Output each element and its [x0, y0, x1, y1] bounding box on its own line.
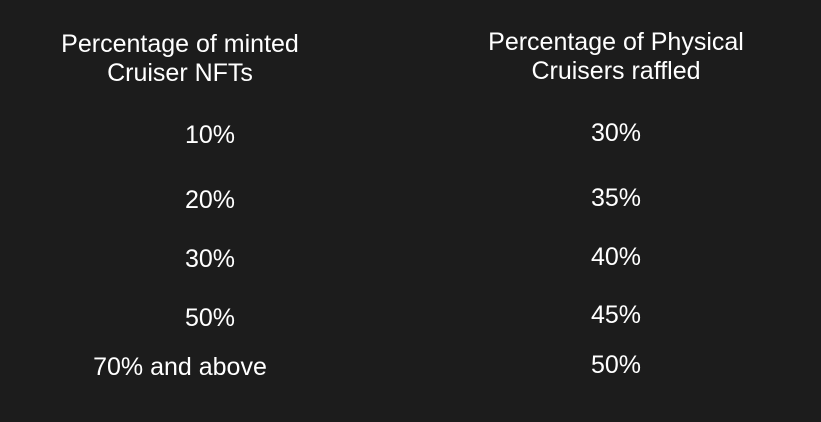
header-minted-line-1: Percentage of minted — [61, 30, 299, 58]
row-4-minted: 50% — [184, 304, 236, 332]
header-physical-line-2: Cruisers raffled — [531, 57, 701, 85]
row-2-raffled: 35% — [590, 184, 642, 212]
header-physical-line-1: Percentage of Physical — [488, 28, 744, 56]
row-1-raffled: 30% — [590, 119, 642, 147]
row-3-minted: 30% — [184, 245, 236, 273]
row-3-raffled: 40% — [590, 243, 642, 271]
header-minted-line-2: Cruiser NFTs — [107, 59, 253, 87]
row-5-minted: 70% and above — [93, 353, 267, 381]
header-physical-raffled: Percentage of Physical Cruisers raffled — [436, 28, 796, 86]
row-2-minted: 20% — [184, 186, 236, 214]
header-minted-percentage: Percentage of minted Cruiser NFTs — [0, 30, 360, 88]
row-1-minted: 10% — [184, 121, 236, 149]
row-4-raffled: 45% — [590, 301, 642, 329]
row-5-raffled: 50% — [590, 351, 642, 379]
